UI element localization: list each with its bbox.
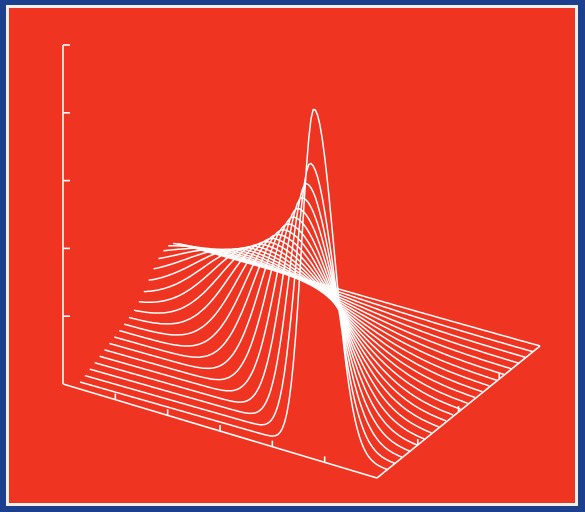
series-line bbox=[177, 242, 533, 353]
series-line bbox=[138, 245, 476, 399]
series-line bbox=[133, 243, 468, 404]
series-line bbox=[109, 223, 432, 434]
series-line bbox=[94, 196, 410, 452]
series-line bbox=[114, 228, 439, 428]
series-line bbox=[128, 240, 461, 410]
series-line bbox=[99, 207, 418, 446]
series-line bbox=[168, 244, 519, 364]
series-line bbox=[104, 216, 425, 440]
series-line bbox=[123, 237, 454, 416]
series-line bbox=[89, 182, 403, 458]
series-line bbox=[119, 233, 447, 422]
plot-panel bbox=[6, 5, 578, 506]
series-line bbox=[79, 108, 389, 471]
series-line bbox=[163, 247, 512, 370]
series-line bbox=[182, 244, 541, 347]
series-line bbox=[84, 162, 396, 465]
series-line bbox=[173, 242, 526, 359]
